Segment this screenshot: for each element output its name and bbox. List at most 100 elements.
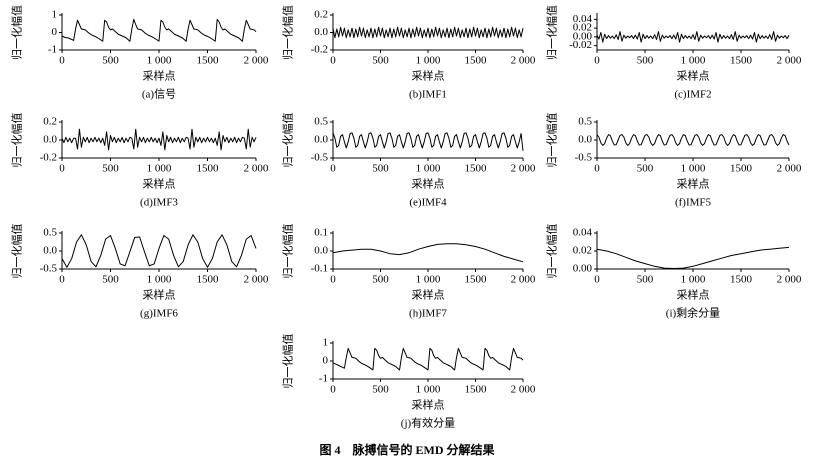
signal-line xyxy=(61,234,257,268)
y-tick-label: 0.04 xyxy=(573,13,593,25)
y-axis-label: 归一化幅值 xyxy=(10,113,24,168)
y-axis-label: 归一化幅值 xyxy=(10,224,24,279)
x-tick-label: 1500 xyxy=(465,384,488,396)
y-tick-label: 0.00 xyxy=(573,263,593,275)
panel-caption: (j)有效分量 xyxy=(401,416,455,430)
y-tick-label: 0.0 xyxy=(314,134,328,146)
x-tick-label: 2 000 xyxy=(511,384,536,396)
panel: -0.2 0.0 0.2 0 500 1 000 1500 2 000 采样点 归一化幅值 (b)I… xyxy=(281,5,536,101)
y-tick-label: 1 xyxy=(52,9,58,21)
panel-caption: (b)IMF1 xyxy=(409,89,447,101)
signal-line xyxy=(596,31,790,43)
x-tick-label: 1 000 xyxy=(416,163,441,175)
x-tick-label: 1500 xyxy=(465,55,488,67)
y-tick-label: 0.02 xyxy=(573,245,592,257)
y-axis-label: 归一化幅值 xyxy=(281,334,295,389)
x-tick-label: 0 xyxy=(59,163,65,175)
x-axis-label: 采样点 xyxy=(412,177,445,191)
signal-line xyxy=(596,246,790,270)
x-tick-label: 2 000 xyxy=(777,274,802,286)
x-axis-label: 采样点 xyxy=(677,288,710,302)
x-tick-label: 1 000 xyxy=(147,163,172,175)
x-tick-label: 1 000 xyxy=(416,384,441,396)
x-tick-label: 1 000 xyxy=(416,274,441,286)
signal-line xyxy=(596,134,790,146)
y-tick-label: 0.5 xyxy=(314,116,328,128)
x-tick-label: 2 000 xyxy=(777,163,802,175)
panel-caption: (i)剩余分量 xyxy=(666,306,720,320)
x-tick-label: 0 xyxy=(59,55,65,67)
panel: -0.5 0.0 0.5 0 500 1 000 1500 2 000 采样点 归一化幅值 (g)I… xyxy=(10,224,269,320)
y-tick-label: 0.5 xyxy=(578,116,592,128)
x-tick-label: 2 000 xyxy=(511,274,536,286)
panel-caption: (e)IMF4 xyxy=(409,197,447,209)
y-tick-label: -1 xyxy=(48,44,57,56)
x-axis-label: 采样点 xyxy=(143,177,176,191)
x-tick-label: 500 xyxy=(372,163,389,175)
y-tick-label: 0.0 xyxy=(43,245,57,257)
x-tick-label: 1500 xyxy=(465,274,488,286)
x-tick-label: 2 000 xyxy=(244,274,269,286)
x-tick-label: 0 xyxy=(594,274,600,286)
y-axis-label: 归一化幅值 xyxy=(281,5,295,60)
y-tick-label: -0.5 xyxy=(40,263,58,275)
panel: -0.2 0.0 0.2 0 500 1 000 1500 2 000 采样点 归一化幅值 (d)I… xyxy=(10,113,269,209)
panel-caption: (d)IMF3 xyxy=(140,197,178,209)
x-tick-label: 1500 xyxy=(730,163,753,175)
y-tick-label: 0.5 xyxy=(43,227,57,239)
x-tick-label: 2 000 xyxy=(511,163,536,175)
x-tick-label: 1500 xyxy=(197,163,220,175)
y-axis-label: 归一化幅值 xyxy=(545,5,559,60)
y-axis-label: 归一化幅值 xyxy=(281,113,295,168)
y-tick-label: -1 xyxy=(319,373,328,385)
signal-line xyxy=(61,128,257,151)
x-tick-label: 500 xyxy=(637,274,654,286)
y-axis-label: 归一化幅值 xyxy=(10,5,24,60)
y-tick-label: 0.02 xyxy=(573,22,592,34)
x-tick-label: 1500 xyxy=(197,274,220,286)
x-tick-label: 1500 xyxy=(730,274,753,286)
y-tick-label: 0 xyxy=(323,355,329,367)
x-tick-label: 0 xyxy=(330,274,336,286)
panel: 0.00 0.02 0.04 0 500 1 000 1500 2 000 采样点 归一化幅值 (i… xyxy=(545,224,802,320)
x-axis-label: 采样点 xyxy=(412,288,445,302)
y-tick-label: -0.5 xyxy=(575,152,593,164)
x-tick-label: 2 000 xyxy=(511,55,536,67)
y-tick-label: 0.1 xyxy=(314,227,328,239)
panel-caption: (a)信号 xyxy=(142,88,176,101)
x-tick-label: 0 xyxy=(330,163,336,175)
x-tick-label: 1 000 xyxy=(147,274,172,286)
x-tick-label: 500 xyxy=(372,55,389,67)
x-tick-label: 0 xyxy=(59,274,65,286)
panel: -0.5 0.0 0.5 0 500 1 000 1500 2 000 采样点 归一化幅值 (f)I… xyxy=(545,113,802,209)
x-axis-label: 采样点 xyxy=(412,69,445,83)
figure-caption: 图 4 脉搏信号的 EMD 分解结果 xyxy=(320,442,495,457)
x-axis-label: 采样点 xyxy=(677,177,710,191)
x-tick-label: 0 xyxy=(594,163,600,175)
y-tick-label: 0.0 xyxy=(578,134,592,146)
panel-caption: (g)IMF6 xyxy=(140,308,178,320)
x-tick-label: 1 000 xyxy=(681,55,706,67)
x-tick-label: 500 xyxy=(372,384,389,396)
x-tick-label: 1 000 xyxy=(681,274,706,286)
panel: -0.020.000.020.04 0 500 1 000 1500 2 000 采样点 归一… xyxy=(545,5,802,101)
y-tick-label: 0.2 xyxy=(43,116,57,128)
y-tick-label: 0.04 xyxy=(573,227,593,239)
y-tick-label: -0.02 xyxy=(569,39,592,51)
signal-line xyxy=(332,347,524,371)
x-axis-label: 采样点 xyxy=(677,69,710,83)
panel: -0.5 0.0 0.5 0 500 1 000 1500 2 000 采样点 归一化幅值 (e)I… xyxy=(281,113,536,209)
x-axis-label: 采样点 xyxy=(143,69,176,83)
y-tick-label: -0.2 xyxy=(311,44,328,56)
x-tick-label: 500 xyxy=(102,274,119,286)
x-tick-label: 2 000 xyxy=(244,55,269,67)
panel-caption: (f)IMF5 xyxy=(675,197,712,209)
signal-line xyxy=(61,18,257,42)
y-tick-label: -0.2 xyxy=(40,152,57,164)
x-tick-label: 0 xyxy=(330,384,336,396)
y-tick-label: -0.5 xyxy=(311,152,329,164)
x-tick-label: 0 xyxy=(594,55,600,67)
x-tick-label: 1 000 xyxy=(681,163,706,175)
signal-line xyxy=(332,26,524,39)
